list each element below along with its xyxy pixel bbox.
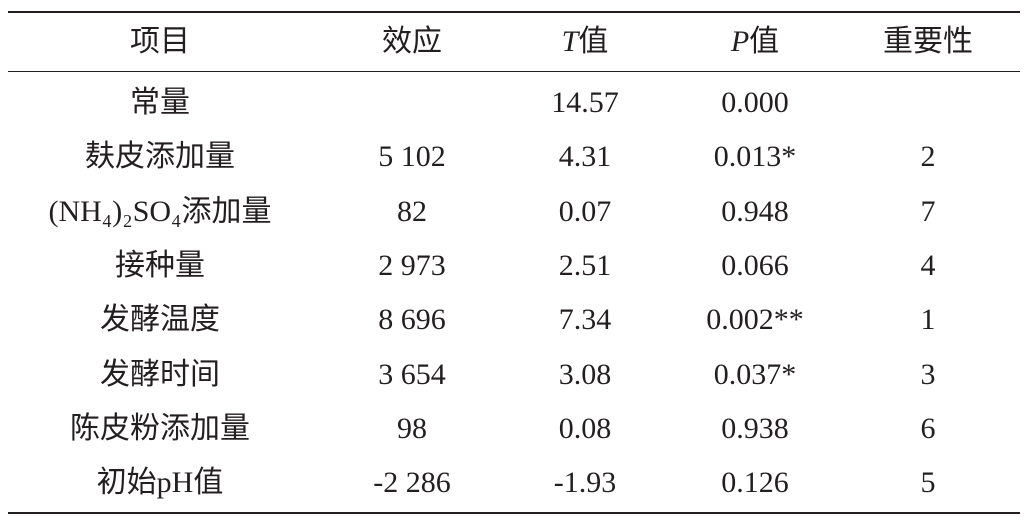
header-cell: T值 — [561, 25, 609, 58]
cell: -2 286 — [373, 466, 451, 500]
cell: 7.34 — [558, 303, 612, 337]
cell: 6 — [920, 411, 936, 445]
row-label: 麸皮添加量 — [85, 140, 235, 174]
cell: 7 — [920, 194, 936, 228]
cell: 0.07 — [558, 194, 612, 228]
header-cell: 重要性 — [883, 25, 973, 58]
row-label: 发酵温度 — [100, 303, 220, 337]
cell: 4 — [920, 248, 936, 282]
cell: 82 — [397, 194, 427, 228]
row-label: (NH₄)₂SO₄添加量 — [48, 194, 272, 228]
cell: 0.000 — [721, 86, 789, 119]
cell: 3 — [920, 357, 936, 391]
header-rule — [8, 71, 1020, 72]
header-cell: 项目 — [130, 25, 190, 58]
row-label: 接种量 — [115, 248, 205, 282]
cell: 0.938 — [721, 411, 789, 445]
row-label: 陈皮粉添加量 — [70, 411, 250, 445]
cell: 3 654 — [378, 357, 446, 391]
cell: 4.31 — [558, 140, 612, 174]
cell: 2.51 — [558, 248, 612, 282]
cell: 3.08 — [558, 357, 612, 391]
bottom-rule — [8, 512, 1020, 514]
cell: 0.126 — [721, 466, 789, 500]
cell: 8 696 — [378, 303, 446, 337]
cell: 5 — [920, 466, 936, 500]
cell: 1 — [920, 303, 936, 337]
row-label: 常量 — [130, 86, 190, 119]
cell: 5 102 — [378, 140, 446, 174]
cell: 2 — [920, 140, 936, 174]
cell: 0.002** — [706, 303, 804, 337]
header-cell: 效应 — [382, 25, 442, 58]
cell: 0.037* — [713, 357, 797, 391]
cell: 14.57 — [551, 86, 619, 119]
header-cell: P值 — [730, 25, 780, 58]
cell: 98 — [397, 411, 427, 445]
cell: 0.066 — [721, 248, 789, 282]
cell: 0.08 — [558, 411, 612, 445]
top-rule — [8, 11, 1020, 13]
cell: 0.013* — [713, 140, 797, 174]
cell: 0.948 — [721, 194, 789, 228]
row-label: 初始pH值 — [96, 466, 224, 500]
row-label: 发酵时间 — [100, 357, 220, 391]
cell: 2 973 — [378, 248, 446, 282]
cell: -1.93 — [553, 466, 617, 500]
